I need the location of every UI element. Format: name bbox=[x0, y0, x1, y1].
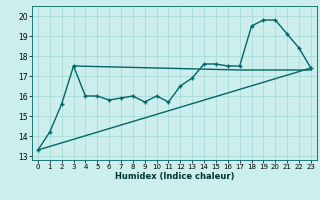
X-axis label: Humidex (Indice chaleur): Humidex (Indice chaleur) bbox=[115, 172, 234, 181]
